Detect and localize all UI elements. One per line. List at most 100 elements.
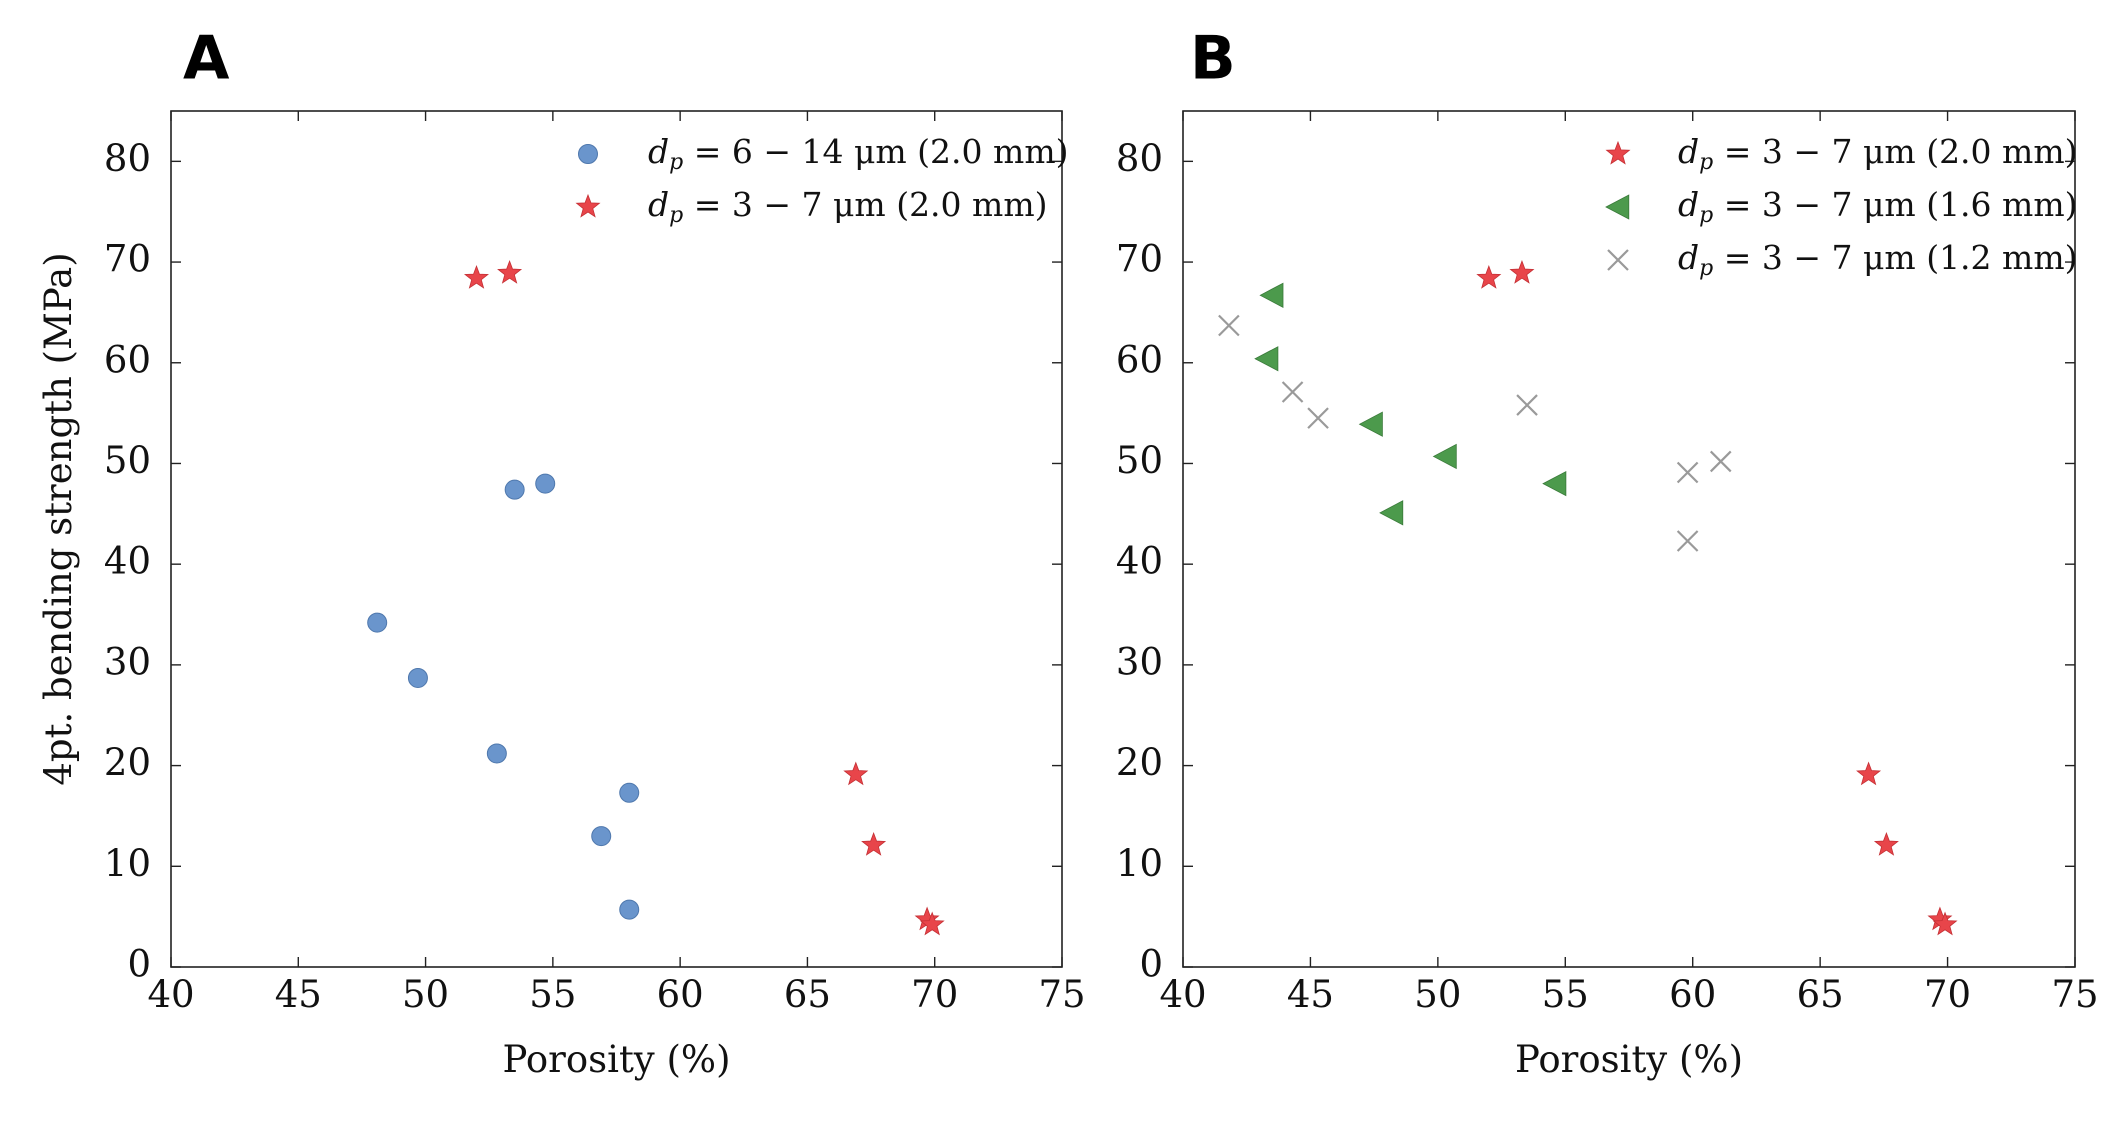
y-tick-label: 30 [104,640,151,683]
data-point [1432,443,1457,470]
data-point [535,473,556,494]
legend-entry: dp = 6 − 14 μm (2.0 mm) [648,132,1069,175]
x-tick-label: 75 [1038,973,1085,1016]
data-point [619,782,640,803]
series-1 [463,259,945,936]
y-tick-label: 80 [1116,137,1163,180]
data-point [1856,761,1882,786]
x-tick-label: 40 [1159,973,1206,1016]
y-tick-label: 50 [1116,439,1163,482]
y-axis-label: 4pt. bending strength (MPa) [37,252,80,785]
legend-subscript: p [1699,203,1713,228]
data-point [1873,832,1899,856]
y-tick-label: 10 [1116,842,1163,885]
y-tick-label: 20 [1116,741,1163,784]
data-point [1709,450,1732,473]
x-tick-label: 45 [1287,973,1334,1016]
data-point [1676,461,1699,484]
data-point [504,479,525,500]
data-point [919,911,945,936]
data-point [1932,911,1958,936]
data-point [591,826,612,847]
legend-entry: dp = 3 − 7 μm (2.0 mm) [648,185,1048,228]
x-tick-label: 50 [402,973,449,1016]
y-tick-label: 0 [1139,943,1163,986]
legend-text-rest: = 3 − 7 μm (2.0 mm) [683,185,1047,224]
data-point [1509,259,1535,284]
panel-b: B 40 45 50 55 60 65 70 75 0 10 20 30 40 50 60 70 80 Porosi… [1116,24,2099,1081]
legend-symbol: d [1678,132,1699,171]
data-point [1218,314,1240,337]
x-tick-label: 65 [784,973,831,1016]
legend-symbol: d [1678,238,1699,277]
legend-entry: dp = 3 − 7 μm (1.6 mm) [1678,185,2078,228]
x-tick-label: 60 [1669,973,1716,1016]
data-point [1379,500,1404,526]
legend-text-rest: = 6 − 14 μm (2.0 mm) [683,132,1068,171]
y-tick-label: 50 [104,439,151,482]
legend-subscript: p [1699,256,1713,281]
y-tick-label: 60 [104,338,151,381]
x-tick-label: 45 [275,973,322,1016]
x-tick-label: 50 [1414,973,1461,1016]
x-axis-label: Porosity (%) [502,1038,730,1081]
legend-symbol: d [1678,185,1699,224]
y-tick-label: 70 [1116,238,1163,281]
data-point [1542,470,1567,497]
legend-marker [1605,194,1630,220]
y-tick-label: 60 [1116,338,1163,381]
data-point [1259,282,1284,308]
series-0 [1476,259,1958,936]
data-point [619,899,640,920]
y-tick-label: 80 [104,137,151,180]
x-axis-label: Porosity (%) [1515,1038,1743,1081]
legend-text-rest: = 3 − 7 μm (1.2 mm) [1713,238,2077,277]
legend-marker [578,144,598,164]
data-point [407,667,428,688]
panel-a: A 40 45 50 55 60 65 70 75 0 10 20 30 40 50 60 70 80 Porosi… [37,24,1086,1081]
series-2 [1218,314,1732,552]
data-point [1307,407,1329,429]
x-tick-label: 70 [911,973,958,1016]
plot-frame [1182,110,2076,968]
plot-frame [170,110,1063,968]
x-tick-label: 40 [147,973,194,1016]
legend-symbol: d [648,132,669,171]
data-point [1281,381,1304,403]
data-point [1358,411,1383,437]
x-tick-label: 75 [2051,973,2098,1016]
data-point [1676,530,1699,552]
y-tick-label: 20 [104,741,151,784]
legend-text-rest: = 3 − 7 μm (1.6 mm) [1713,185,2077,224]
data-point [861,832,887,856]
series-1 [1254,282,1567,526]
x-tick-label: 70 [1924,973,1971,1016]
data-point [497,259,523,284]
data-point [486,743,507,764]
x-tick-label: 60 [657,973,704,1016]
x-tick-label: 55 [1542,973,1589,1016]
data-point [843,761,869,786]
panel-letter: B [1190,24,1236,94]
data-point [367,612,388,633]
legend-subscript: p [1699,150,1713,175]
data-point [1476,265,1502,289]
legend-entry: dp = 3 − 7 μm (1.2 mm) [1678,238,2078,281]
y-tick-label: 10 [104,842,151,885]
legend-subscript: p [669,203,683,228]
legend-subscript: p [669,150,683,175]
panel-letter: A [183,24,230,94]
legend-symbol: d [648,185,669,224]
data-point [1516,394,1538,416]
y-tick-label: 70 [104,238,151,281]
y-tick-label: 40 [104,540,151,583]
legend-text-rest: = 3 − 7 μm (2.0 mm) [1713,132,2077,171]
legend-marker [1607,249,1629,271]
y-tick-label: 40 [1116,540,1163,583]
legend-marker [575,193,601,218]
y-tick-label: 30 [1116,640,1163,683]
legend-marker [1605,140,1631,165]
y-tick-label: 0 [127,943,151,986]
data-point [463,265,489,289]
